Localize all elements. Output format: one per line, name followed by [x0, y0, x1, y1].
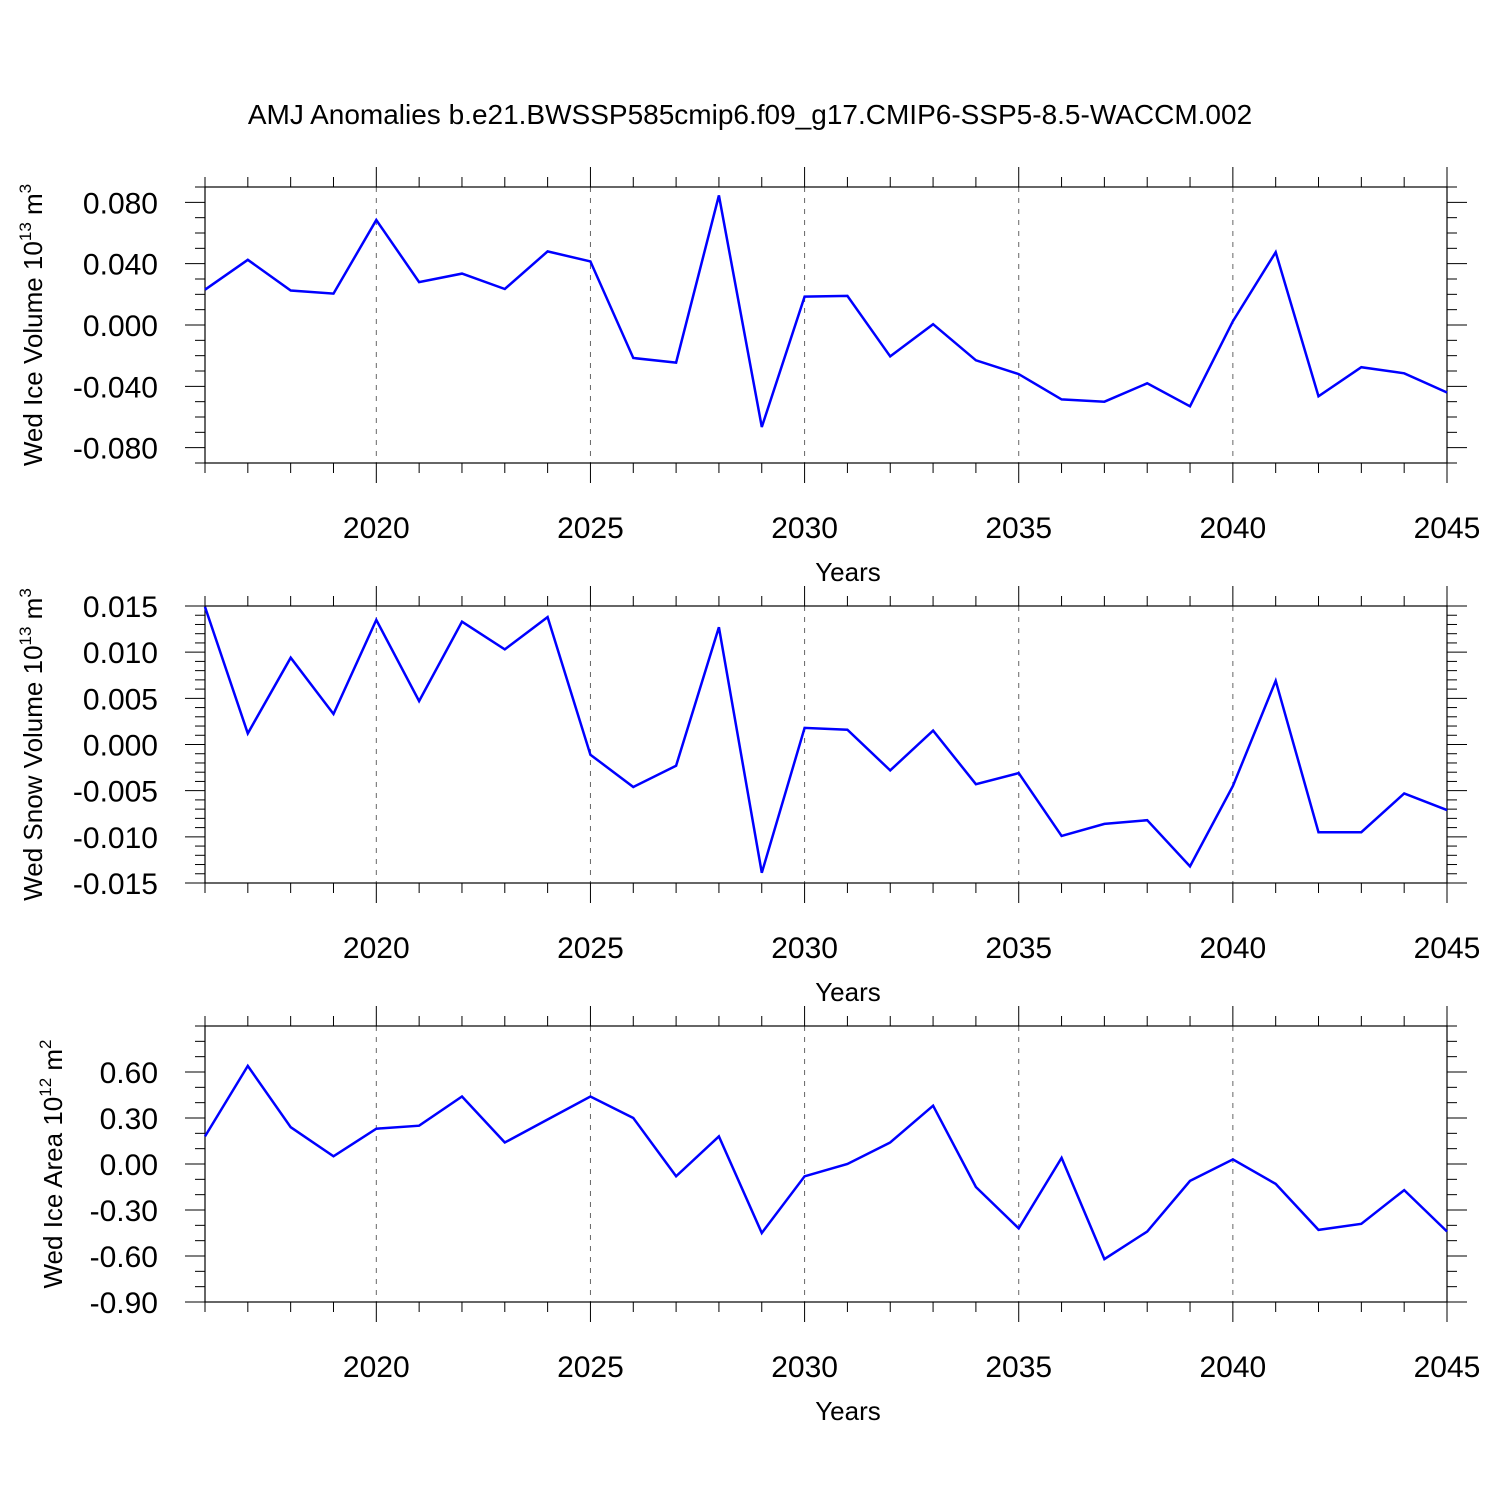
y-axis-label-exponent: 13 — [16, 627, 35, 646]
x-tick-label: 2020 — [343, 512, 410, 545]
y-tick-label: -0.040 — [73, 371, 158, 404]
y-tick-label: 0.000 — [83, 730, 158, 763]
y-tick-label: -0.30 — [90, 1195, 158, 1228]
y-axis-label-unit-exponent: 2 — [36, 1039, 55, 1048]
x-tick-label: 2045 — [1414, 512, 1481, 545]
y-tick-label: 0.080 — [83, 187, 158, 220]
y-tick-label: 0.000 — [83, 310, 158, 343]
x-tick-label: 2040 — [1199, 1351, 1266, 1384]
y-axis-label-unit-exponent: 3 — [16, 588, 35, 597]
x-tick-label: 2030 — [771, 932, 838, 965]
x-tick-label: 2040 — [1199, 512, 1266, 545]
y-axis-label: Wed Ice Volume 1013 m3 — [16, 184, 48, 466]
y-axis-label-unit: m — [18, 598, 48, 627]
y-axis-label-unit: m — [18, 193, 48, 222]
x-tick-label: 2030 — [771, 512, 838, 545]
panel-2: 2020 2025 2030 2035 2040 2045 0.015 0.010 0.005 0… — [16, 586, 1480, 1007]
series-line — [203, 606, 1448, 874]
x-tick-label: 2035 — [985, 512, 1052, 545]
y-tick-label: 0.00 — [100, 1149, 158, 1182]
x-tick-label: 2045 — [1414, 1351, 1481, 1384]
x-tick-label: 2020 — [343, 1351, 410, 1384]
x-tick-label: 2040 — [1199, 932, 1266, 965]
x-tick-label: 2025 — [557, 512, 624, 545]
x-axis-label: Years — [815, 977, 881, 1007]
y-axis-label-unit: m — [38, 1049, 68, 1078]
y-tick-label: 0.010 — [83, 637, 158, 670]
y-tick-label: 0.30 — [100, 1103, 158, 1136]
y-axis-label-text: Wed Snow Volume 10 — [18, 645, 48, 900]
y-tick-label: 0.60 — [100, 1057, 158, 1090]
y-axis-label-text: Wed Ice Volume 10 — [18, 241, 48, 466]
y-axis-label-exponent: 12 — [36, 1078, 55, 1097]
y-tick-label: -0.90 — [90, 1287, 158, 1320]
x-tick-label: 2045 — [1414, 932, 1481, 965]
series-line — [204, 195, 1448, 428]
chart-title: AMJ Anomalies b.e21.BWSSP585cmip6.f09_g1… — [248, 99, 1252, 130]
plot-frame — [204, 186, 1448, 464]
x-axis-label: Years — [815, 557, 881, 587]
panels: 2020 2025 2030 2035 2040 2045 0.080 0.040 0.000 -… — [16, 167, 1480, 1426]
y-axis-label-unit-exponent: 3 — [16, 184, 35, 193]
x-tick-label: 2025 — [557, 1351, 624, 1384]
x-tick-label: 2035 — [985, 1351, 1052, 1384]
y-axis-label: Wed Ice Area 1012 m2 — [36, 1039, 68, 1288]
plot-frame — [204, 605, 1448, 884]
plot-frame — [204, 1025, 1448, 1303]
panel-3: 2020 2025 2030 2035 2040 2045 0.60 0.30 0.00 -0.3… — [36, 1006, 1480, 1426]
x-tick-label: 2020 — [343, 932, 410, 965]
series-line — [203, 1063, 1448, 1261]
y-tick-label: -0.010 — [73, 822, 158, 855]
x-axis-label: Years — [815, 1396, 881, 1426]
y-tick-label: 0.015 — [83, 591, 158, 624]
x-tick-label: 2035 — [985, 932, 1052, 965]
y-tick-label: -0.005 — [73, 776, 158, 809]
y-tick-label: -0.080 — [73, 433, 158, 466]
y-axis-label: Wed Snow Volume 1013 m3 — [16, 588, 48, 901]
y-axis-label-text: Wed Ice Area 10 — [38, 1097, 68, 1289]
y-tick-label: -0.60 — [90, 1241, 158, 1274]
y-axis-label-exponent: 13 — [16, 222, 35, 241]
y-tick-label: 0.005 — [83, 683, 158, 716]
x-tick-label: 2030 — [771, 1351, 838, 1384]
y-tick-label: 0.040 — [83, 249, 158, 282]
panel-1: 2020 2025 2030 2035 2040 2045 0.080 0.040 0.000 -… — [16, 167, 1480, 587]
x-tick-label: 2025 — [557, 932, 624, 965]
y-tick-label: -0.015 — [73, 868, 158, 901]
